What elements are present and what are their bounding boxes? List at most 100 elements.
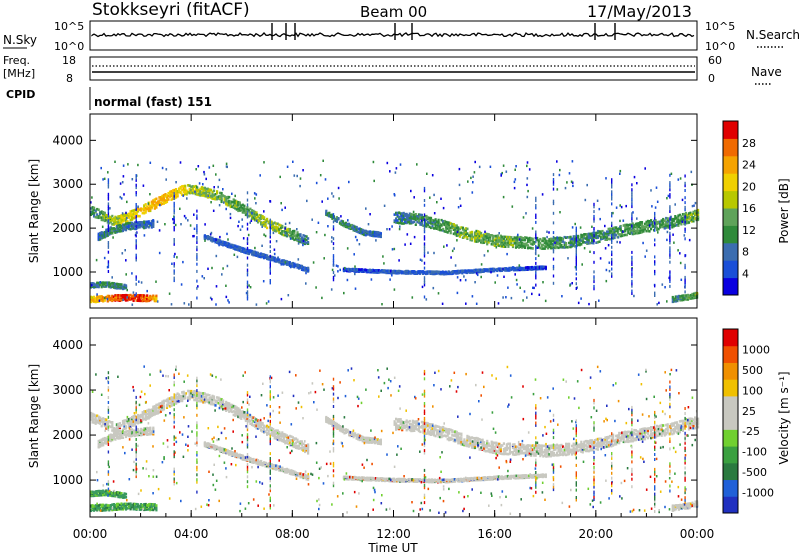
data-cell — [285, 228, 288, 232]
data-cell — [282, 434, 285, 437]
data-cell — [599, 237, 603, 241]
data-streak — [246, 268, 249, 272]
data-cell — [492, 239, 495, 243]
data-cell — [679, 299, 682, 302]
data-cell — [355, 227, 358, 231]
data-cell — [223, 406, 226, 410]
data-cell — [149, 209, 152, 213]
power-panel-frame — [89, 113, 698, 309]
data-cell — [167, 401, 170, 404]
data-streak — [575, 265, 577, 269]
data-cell — [209, 196, 213, 199]
data-cell — [414, 217, 417, 220]
data-cell — [117, 425, 120, 429]
data-cell — [586, 242, 589, 245]
data-cell — [114, 429, 117, 433]
data-cell — [282, 263, 285, 266]
data-cell — [464, 278, 467, 282]
data-cell — [266, 428, 269, 431]
data-cell — [528, 238, 531, 242]
data-cell — [100, 441, 103, 445]
data-cell — [432, 286, 435, 290]
data-cell — [686, 217, 689, 221]
data-streak — [631, 200, 633, 204]
data-cell — [477, 232, 480, 236]
data-streak — [669, 284, 671, 288]
freq-tick-bottom: 8 — [66, 72, 73, 85]
data-cell — [352, 227, 355, 231]
colorbar-cell — [723, 121, 738, 139]
data-cell — [439, 228, 442, 232]
data-cell — [109, 438, 112, 441]
data-cell — [266, 254, 269, 257]
data-cell — [662, 221, 665, 225]
data-cell — [398, 259, 400, 262]
data-streak — [535, 252, 537, 256]
data-cell — [498, 232, 500, 235]
data-streak — [575, 226, 577, 230]
data-cell — [178, 189, 181, 193]
data-cell — [193, 395, 196, 398]
data-cell — [205, 398, 208, 402]
data-cell — [115, 427, 118, 431]
data-streak — [246, 283, 249, 286]
data-streak — [332, 261, 335, 265]
data-cell — [103, 235, 106, 239]
data-cell — [124, 427, 128, 430]
data-cell — [657, 231, 659, 234]
data-cell — [237, 411, 240, 414]
data-cell — [634, 231, 637, 235]
data-cell — [288, 231, 291, 234]
data-cell — [263, 233, 265, 236]
data-cell — [179, 190, 182, 194]
data-cell — [231, 405, 234, 409]
data-streak — [107, 219, 110, 223]
data-cell — [687, 221, 691, 224]
data-cell — [566, 246, 569, 249]
data-cell — [694, 213, 697, 217]
data-cell — [625, 233, 628, 237]
data-cell — [278, 223, 281, 227]
y-tick-label: 3000 — [52, 177, 83, 191]
data-cell — [586, 238, 589, 241]
data-cell — [96, 283, 99, 286]
data-cell — [504, 245, 507, 248]
data-cell — [111, 230, 114, 234]
data-cell — [291, 444, 294, 448]
data-cell — [143, 226, 146, 230]
data-streak — [423, 218, 426, 222]
data-cell — [282, 259, 285, 262]
data-cell — [105, 218, 108, 222]
data-cell — [454, 224, 457, 227]
data-cell — [671, 295, 674, 299]
data-cell — [197, 394, 200, 398]
data-cell — [197, 396, 200, 400]
data-cell — [97, 295, 100, 299]
data-cell — [152, 412, 155, 415]
data-cell — [196, 397, 199, 400]
data-cell — [90, 207, 93, 210]
data-cell — [147, 416, 150, 420]
data-cell — [150, 221, 153, 224]
data-cell — [615, 226, 618, 229]
data-cell — [427, 251, 429, 254]
data-cell — [465, 269, 468, 273]
data-cell — [335, 264, 338, 267]
data-cell — [612, 237, 615, 240]
data-cell — [213, 186, 215, 189]
data-cell — [599, 257, 602, 260]
data-cell — [279, 438, 282, 442]
data-cell — [123, 217, 126, 221]
data-cell — [391, 248, 394, 251]
data-cell — [443, 222, 446, 225]
data-streak — [135, 205, 137, 209]
data-streak — [684, 181, 686, 185]
data-cell — [514, 267, 517, 270]
data-cell — [146, 207, 149, 211]
data-cell — [146, 433, 149, 436]
data-cell — [201, 275, 204, 278]
data-streak — [423, 283, 426, 287]
data-cell — [671, 219, 674, 223]
data-cell — [167, 198, 170, 201]
data-cell — [607, 237, 610, 241]
